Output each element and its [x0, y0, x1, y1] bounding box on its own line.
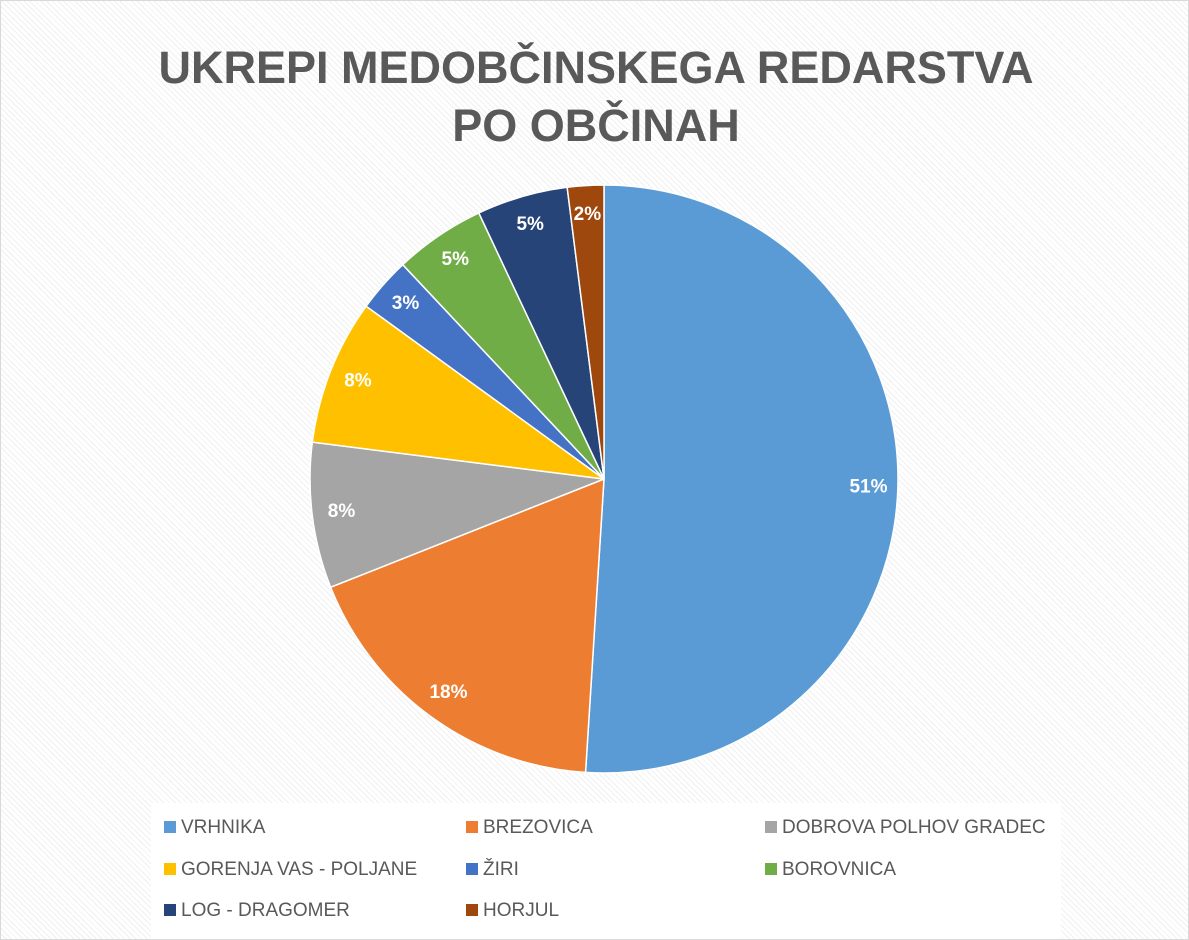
legend-background	[151, 803, 1061, 939]
legend-swatch	[765, 863, 777, 875]
legend-label: VRHNIKA	[181, 817, 266, 838]
data-label: 51%	[849, 476, 887, 497]
legend-swatch	[466, 904, 478, 916]
pie-slice	[309, 441, 605, 589]
legend-swatch	[765, 821, 777, 833]
legend-label: BREZOVICA	[483, 817, 593, 838]
data-label: 8%	[344, 371, 372, 392]
pie-slice	[311, 305, 605, 480]
legend-label: BOROVNICA	[782, 859, 896, 880]
legend-label: ŽIRI	[483, 858, 519, 880]
legend-swatch	[466, 863, 478, 875]
data-label: 3%	[392, 293, 420, 314]
data-label: 8%	[328, 501, 356, 522]
data-label: 18%	[429, 682, 467, 703]
chart-title: UKREPI MEDOBČINSKEGA REDARSTVA PO OBČINA…	[158, 42, 1034, 151]
pie-slice	[566, 184, 605, 480]
legend-swatch	[164, 863, 176, 875]
pie-slice	[584, 184, 899, 774]
legend-label: LOG - DRAGOMER	[181, 900, 350, 921]
pie-slice	[329, 477, 605, 774]
data-label: 2%	[574, 204, 602, 225]
legend-label: DOBROVA POLHOV GRADEC	[782, 817, 1046, 838]
legend-swatch	[164, 904, 176, 916]
data-label: 5%	[442, 249, 470, 270]
legend-swatch	[164, 821, 176, 833]
legend-label: GORENJA VAS - POLJANE	[181, 859, 417, 880]
legend-swatch	[466, 821, 478, 833]
data-label: 5%	[516, 214, 544, 235]
legend-label: HORJUL	[483, 900, 559, 921]
